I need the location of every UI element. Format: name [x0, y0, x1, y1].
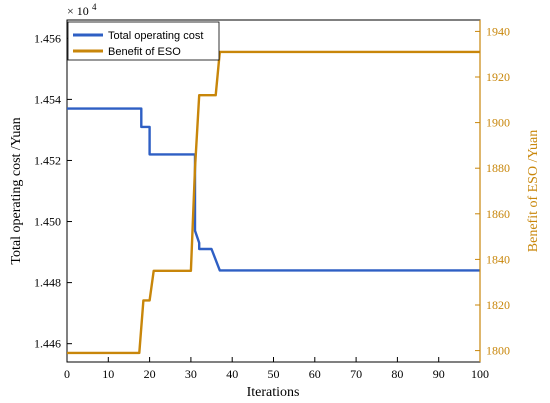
right-tick-label: 1920	[486, 70, 510, 84]
series-layer	[67, 50, 480, 355]
left-tick-label: 1.446	[34, 337, 61, 351]
x-tick-label: 100	[471, 367, 489, 381]
x-tick-label: 80	[391, 367, 403, 381]
right-tick-label: 1820	[486, 298, 510, 312]
right-tick-label: 1900	[486, 116, 510, 130]
legend-label-benefit-of-eso: Benefit of ESO	[108, 46, 181, 58]
x-tick-label: 90	[433, 367, 445, 381]
right-axis-ticks: 1800 1820 1840 1860 1880 1900 1920 1940	[475, 20, 510, 362]
left-axis-exponent-power: 4	[92, 2, 97, 12]
legend: Total operating cost Benefit of ESO	[67, 21, 220, 61]
x-tick-label: 0	[64, 367, 70, 381]
x-tick-label: 60	[309, 367, 321, 381]
plot-area	[66, 19, 481, 363]
right-axis-label: Benefit of ESO /Yuan	[526, 130, 541, 252]
x-tick-label: 40	[226, 367, 238, 381]
left-tick-label: 1.448	[34, 276, 61, 290]
right-tick-label: 1800	[486, 344, 510, 358]
legend-box	[67, 21, 220, 61]
x-tick-label: 50	[268, 367, 280, 381]
left-axis-label: Total operating cost /Yuan	[9, 117, 24, 264]
left-tick-label: 1.456	[34, 31, 61, 45]
right-tick-label: 1860	[486, 207, 510, 221]
x-tick-label: 10	[102, 367, 114, 381]
left-axis-ticks: 1.446 1.448 1.450 1.452 1.454 1.456	[34, 31, 72, 351]
left-tick-label: 1.454	[34, 92, 61, 106]
legend-label-total-operating-cost: Total operating cost	[108, 30, 203, 42]
x-tick-label: 70	[350, 367, 362, 381]
right-tick-label: 1840	[486, 252, 510, 266]
x-tick-label: 20	[144, 367, 156, 381]
left-tick-label: 1.450	[34, 215, 61, 229]
x-axis-label: Iterations	[247, 385, 300, 400]
left-tick-label: 1.452	[34, 153, 61, 167]
left-axis-exponent-label: × 10	[67, 4, 89, 18]
right-tick-label: 1940	[486, 24, 510, 38]
x-tick-label: 30	[185, 367, 197, 381]
series-line-benefit-of-eso	[67, 50, 480, 355]
x-axis-ticks: 0 10 20 30 40 50 60 70 80 90 100	[64, 357, 489, 381]
right-tick-label: 1880	[486, 161, 510, 175]
